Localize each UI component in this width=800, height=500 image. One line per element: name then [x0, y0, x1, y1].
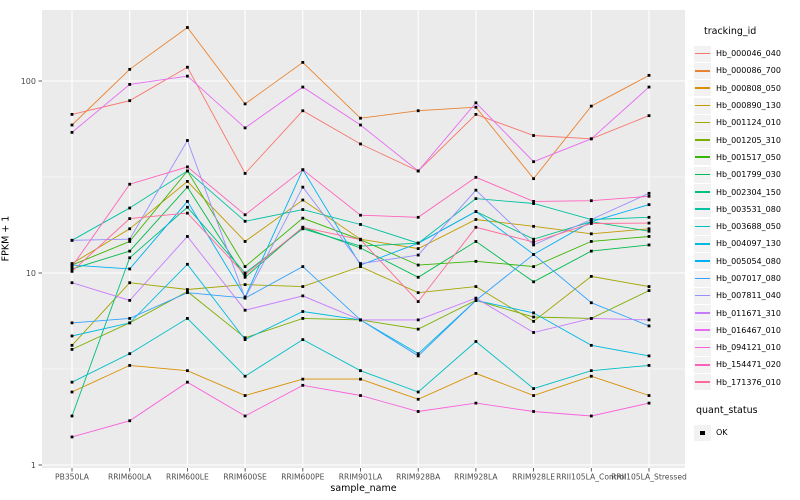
- legend-item-Hb_001205_310: Hb_001205_310: [694, 131, 800, 149]
- svg-text:RRII105LA_Stressed: RRII105LA_Stressed: [611, 473, 687, 482]
- legend-line-swatch: [694, 356, 711, 373]
- svg-text:RRIM928LA: RRIM928LA: [454, 473, 498, 482]
- legend-item-Hb_171376_010: Hb_171376_010: [694, 374, 800, 391]
- svg-text:10: 10: [26, 269, 36, 278]
- x-tick-labels: PB350LA RRIM600LA RRIM600LE RRIM600SE RRIM60…: [55, 473, 687, 482]
- legend-line-swatch: [694, 132, 711, 149]
- legend-line-swatch: [694, 235, 711, 252]
- legend-item-Hb_004097_130: Hb_004097_130: [694, 235, 800, 252]
- legend-label: Hb_007017_080: [716, 274, 781, 283]
- legend-line-swatch: [694, 287, 711, 304]
- legend-label: Hb_002304_150: [716, 187, 781, 197]
- legend-line-swatch: [694, 45, 711, 62]
- svg-text:1: 1: [31, 461, 36, 470]
- legend-label: Hb_000046_040: [716, 49, 781, 59]
- legend-line-swatch: [694, 270, 711, 287]
- legend-item-quant-ok: OK: [694, 424, 800, 441]
- y-axis-title: FPKM + 1: [0, 215, 12, 262]
- legend-label: Hb_001205_310: [716, 135, 781, 145]
- x-axis-title: sample_name: [330, 483, 397, 494]
- legend-line-swatch: [694, 114, 711, 131]
- legend-item-Hb_016467_010: Hb_016467_010: [694, 322, 800, 339]
- legend-label: Hb_001124_010: [716, 118, 781, 128]
- legend-line-swatch: [694, 80, 711, 97]
- legend-label: Hb_000808_050: [716, 83, 781, 93]
- svg-text:100: 100: [21, 77, 36, 86]
- legend-label: Hb_004097_130: [716, 239, 781, 249]
- legend-label: Hb_000890_130: [716, 101, 781, 111]
- legend-item-Hb_001799_030: Hb_001799_030: [694, 166, 800, 183]
- legend-label: Hb_001517_050: [716, 152, 781, 162]
- legend-label: Hb_154471_020: [716, 360, 781, 370]
- legend-label: Hb_094121_010: [716, 343, 781, 353]
- legend-line-swatch: [694, 305, 711, 322]
- legend-item-Hb_000890_130: Hb_000890_130: [694, 97, 800, 114]
- legend-items-tracking-id: Hb_000046_040 Hb_000086_700 Hb_000808_050 H…: [694, 45, 800, 391]
- panel-background: [42, 10, 685, 468]
- legend-line-swatch: [694, 62, 711, 79]
- svg-text:RRII105LA_Control: RRII105LA_Control: [556, 473, 626, 482]
- legend-line-swatch: [694, 374, 711, 391]
- legend-items-quant-status: OK: [694, 424, 800, 441]
- legend-line-swatch: [694, 339, 711, 356]
- quant-ok-square-icon: [694, 424, 711, 441]
- svg-text:RRIM600LA: RRIM600LA: [108, 473, 152, 482]
- legend-title-tracking-id: tracking_id: [704, 26, 757, 37]
- legend-label: Hb_016467_010: [716, 325, 781, 335]
- svg-text:RRIM600PE: RRIM600PE: [281, 473, 324, 482]
- legend-item-Hb_007017_080: Hb_007017_080: [694, 270, 800, 287]
- legend-line-swatch: [694, 97, 711, 114]
- legend-line-swatch: [694, 322, 711, 339]
- legend-label: OK: [716, 428, 728, 438]
- legend-item-Hb_001124_010: Hb_001124_010: [694, 114, 800, 131]
- svg-text:RRIM600SE: RRIM600SE: [223, 473, 267, 482]
- legend-label: Hb_001799_030: [716, 170, 781, 180]
- legend-label: Hb_011671_310: [716, 308, 781, 318]
- svg-text:RRIM901LA: RRIM901LA: [339, 473, 383, 482]
- legend-item-Hb_003688_050: Hb_003688_050: [694, 218, 800, 235]
- svg-text:RRIM928BA: RRIM928BA: [396, 473, 441, 482]
- legend-line-swatch: [694, 201, 711, 218]
- legend-line-swatch: [694, 253, 711, 270]
- legend-label: Hb_003531_080: [716, 204, 781, 214]
- svg-text:RRIM600LE: RRIM600LE: [166, 473, 209, 482]
- legend-line-swatch: [694, 149, 711, 166]
- legend-item-Hb_007811_040: Hb_007811_040: [694, 287, 800, 304]
- legend-line-swatch: [694, 166, 711, 183]
- legend-label: Hb_005054_080: [716, 256, 781, 266]
- legend-label: Hb_003688_050: [716, 222, 781, 232]
- legend-label: Hb_171376_010: [716, 377, 781, 387]
- legend-line-swatch: [694, 184, 711, 201]
- svg-text:RRIM928LE: RRIM928LE: [512, 473, 555, 482]
- legend-title-quant-status: quant_status: [696, 404, 758, 416]
- legend-label: Hb_000086_700: [716, 66, 781, 76]
- legend-item-Hb_000046_040: Hb_000046_040: [694, 45, 800, 62]
- legend-item-Hb_000808_050: Hb_000808_050: [694, 80, 800, 97]
- legend-item-Hb_005054_080: Hb_005054_080: [694, 253, 800, 270]
- legend-item-Hb_154471_020: Hb_154471_020: [694, 356, 800, 373]
- legend-item-Hb_094121_010: Hb_094121_010: [694, 339, 800, 356]
- data-points: [70, 26, 651, 439]
- legend-line-swatch: [694, 218, 711, 235]
- legend-item-Hb_011671_310: Hb_011671_310: [694, 304, 800, 322]
- legend-item-Hb_003531_080: Hb_003531_080: [694, 201, 800, 218]
- legend-item-Hb_002304_150: Hb_002304_150: [694, 183, 800, 201]
- axis-ticks: [38, 80, 650, 472]
- y-tick-labels: 1 10 100: [21, 77, 36, 470]
- legend: tracking_id Hb_000046_040 Hb_000086_700 Hb…: [694, 26, 800, 441]
- svg-text:PB350LA: PB350LA: [55, 473, 90, 482]
- legend-item-Hb_000086_700: Hb_000086_700: [694, 62, 800, 79]
- legend-item-Hb_001517_050: Hb_001517_050: [694, 149, 800, 166]
- legend-label: Hb_007811_040: [716, 291, 781, 301]
